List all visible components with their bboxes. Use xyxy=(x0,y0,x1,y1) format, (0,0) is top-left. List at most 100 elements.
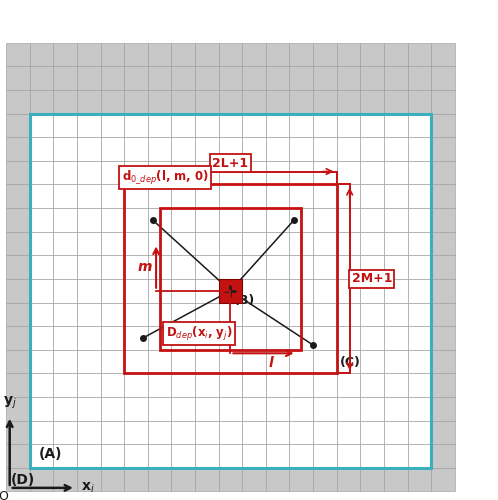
Bar xyxy=(30,232,53,256)
Bar xyxy=(313,397,337,420)
Bar xyxy=(195,161,219,184)
Bar xyxy=(148,279,171,302)
Bar xyxy=(360,256,384,279)
Bar xyxy=(360,138,384,161)
Bar xyxy=(337,397,360,420)
Bar xyxy=(195,326,219,349)
Bar xyxy=(124,208,148,232)
Bar xyxy=(242,326,266,349)
Bar xyxy=(242,468,266,491)
Bar xyxy=(219,302,242,326)
Bar xyxy=(148,232,171,256)
Bar xyxy=(101,114,124,138)
Bar xyxy=(384,350,407,374)
Bar xyxy=(313,326,337,349)
Bar xyxy=(148,256,171,279)
Bar xyxy=(77,397,101,420)
Bar xyxy=(337,420,360,444)
Bar xyxy=(195,374,219,397)
Bar xyxy=(124,208,148,232)
Bar xyxy=(53,138,77,161)
Bar xyxy=(101,397,124,420)
Bar xyxy=(313,468,337,491)
Bar xyxy=(148,114,171,138)
Bar xyxy=(124,420,148,444)
Bar xyxy=(195,184,219,208)
Bar xyxy=(242,397,266,420)
Bar xyxy=(384,350,407,374)
Bar xyxy=(77,66,101,90)
Bar xyxy=(219,138,242,161)
Bar xyxy=(266,138,289,161)
Bar xyxy=(407,302,431,326)
Bar xyxy=(360,138,384,161)
Bar xyxy=(219,256,242,279)
Bar xyxy=(384,302,407,326)
Bar xyxy=(171,350,195,374)
Bar xyxy=(242,444,266,468)
Bar xyxy=(313,397,337,420)
Bar xyxy=(171,350,195,374)
Bar xyxy=(53,208,77,232)
Bar xyxy=(53,43,77,66)
Bar xyxy=(407,184,431,208)
Bar xyxy=(289,326,313,349)
Bar xyxy=(101,138,124,161)
Text: (D): (D) xyxy=(11,472,35,486)
Bar xyxy=(195,397,219,420)
Bar xyxy=(219,90,242,114)
Bar xyxy=(266,326,289,349)
Bar xyxy=(77,161,101,184)
Bar xyxy=(124,279,148,302)
Bar xyxy=(124,138,148,161)
Bar xyxy=(360,114,384,138)
Bar xyxy=(195,90,219,114)
Bar xyxy=(195,350,219,374)
Bar xyxy=(242,114,266,138)
Text: d$_{0\_dep}$(l, m, 0): d$_{0\_dep}$(l, m, 0) xyxy=(122,169,209,187)
Bar xyxy=(337,232,360,256)
Bar xyxy=(195,138,219,161)
Bar xyxy=(30,374,53,397)
Bar xyxy=(101,326,124,349)
Bar xyxy=(124,232,148,256)
Bar xyxy=(148,397,171,420)
Bar xyxy=(384,302,407,326)
Bar xyxy=(407,420,431,444)
Bar xyxy=(407,444,431,468)
Bar xyxy=(171,184,195,208)
Bar xyxy=(6,326,30,349)
Bar xyxy=(266,350,289,374)
Bar xyxy=(101,208,124,232)
Bar xyxy=(124,256,148,279)
Bar xyxy=(360,350,384,374)
Bar xyxy=(337,420,360,444)
Bar xyxy=(289,256,313,279)
Bar xyxy=(148,161,171,184)
Bar xyxy=(384,66,407,90)
Bar xyxy=(289,184,313,208)
Bar xyxy=(289,279,313,302)
Bar xyxy=(6,444,30,468)
Bar xyxy=(289,420,313,444)
Bar xyxy=(53,232,77,256)
Bar xyxy=(171,161,195,184)
Bar xyxy=(53,114,77,138)
Bar xyxy=(337,326,360,349)
Bar xyxy=(242,350,266,374)
Bar xyxy=(360,326,384,349)
Bar xyxy=(384,374,407,397)
Bar xyxy=(360,184,384,208)
Bar xyxy=(431,184,455,208)
Bar xyxy=(30,444,53,468)
Bar xyxy=(101,468,124,491)
Bar xyxy=(407,279,431,302)
Bar xyxy=(30,138,53,161)
Bar xyxy=(431,279,455,302)
Bar xyxy=(289,43,313,66)
Bar xyxy=(289,161,313,184)
Bar xyxy=(124,256,148,279)
Bar xyxy=(289,232,313,256)
Bar xyxy=(266,66,289,90)
Bar xyxy=(30,326,53,349)
